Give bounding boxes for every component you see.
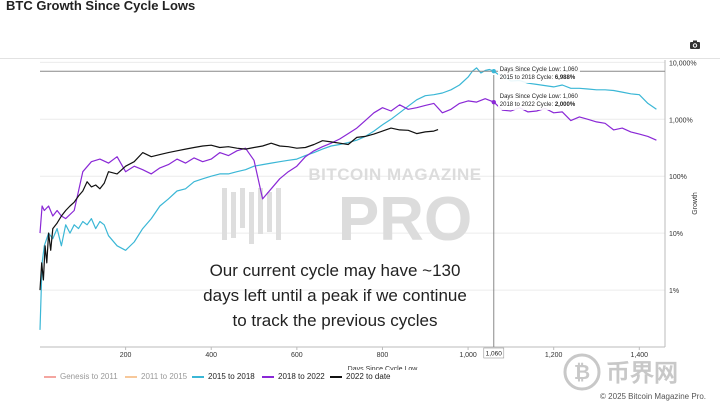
tooltip-value-line: 2018 to 2022 Cycle: 2,000% — [500, 101, 578, 109]
header-divider — [0, 58, 720, 59]
annotation-line: Our current cycle may have ~130 — [209, 261, 461, 280]
y-axis-label: Growth — [692, 192, 699, 215]
y-tick-label: 10% — [669, 231, 683, 238]
series-line-2015-to-2018 — [39, 67, 657, 330]
credit-text: © 2025 Bitcoin Magazine Pro. — [600, 392, 706, 401]
legend-swatch — [125, 375, 137, 378]
y-tick-label: 100% — [669, 174, 687, 181]
grid — [40, 61, 665, 291]
svg-text:币界网: 币界网 — [606, 359, 678, 387]
annotation-line: to track the previous cycles — [232, 311, 438, 330]
y-tick-label: 10,000% — [669, 60, 697, 67]
watermark-mark — [240, 188, 245, 228]
y-tick-label: 1,000% — [669, 117, 693, 124]
x-tick-label: 1,400 — [631, 352, 649, 359]
camera-icon[interactable] — [684, 36, 706, 54]
x-tick-label: 800 — [377, 352, 389, 359]
hover-point-2015 — [491, 69, 496, 74]
hover-point-2018 — [491, 99, 496, 105]
legend-label: 2015 to 2018 — [208, 372, 255, 381]
tooltip-value: 6,988% — [554, 75, 576, 82]
legend: Genesis to 2011 2011 to 2015 2015 to 201… — [0, 372, 720, 386]
svg-text:₿: ₿ — [574, 362, 590, 384]
watermark-mark — [267, 192, 272, 232]
x-tick-label: 200 — [120, 352, 132, 359]
x-tick-label: 600 — [291, 352, 303, 359]
legend-item-2011[interactable]: 2011 to 2015 — [125, 372, 187, 381]
legend-swatch — [44, 375, 56, 378]
legend-label: Genesis to 2011 — [60, 372, 118, 381]
page-title: BTC Growth Since Cycle Lows — [6, 0, 196, 13]
chart-header: BTC Growth Since Cycle Lows — [0, 0, 720, 24]
x-tick-label: 1,200 — [545, 352, 563, 359]
tooltip-2015-cycle: Days Since Cycle Low: 1,060 2015 to 2018… — [497, 65, 580, 84]
tooltip-days: Days Since Cycle Low: 1,060 — [499, 67, 578, 74]
tooltip-value: 2,000% — [554, 102, 576, 109]
x-tick-label: 1,000 — [459, 352, 477, 359]
tooltip-series: 2015 to 2018 Cycle: — [499, 75, 555, 82]
legend-label: 2022 to date — [346, 372, 391, 381]
tooltip-value-line: 2015 to 2018 Cycle: 6,988% — [500, 74, 578, 82]
watermark-top: BITCOIN MAGAZINE — [308, 165, 481, 184]
tooltip-days: Days Since Cycle Low: 1,060 — [499, 94, 578, 101]
legend-swatch — [330, 375, 342, 378]
y-tick-label: 1% — [669, 288, 679, 295]
axes: 1% 10% 100% 1,000% 10,000% 200 400 600 800 1,000 1… — [40, 60, 699, 370]
tooltip-2018-cycle: Days Since Cycle Low: 1,060 2018 to 2022… — [497, 92, 580, 111]
series-line-2022-to-date — [39, 127, 439, 291]
watermark-mark — [231, 192, 236, 238]
site-logo: ₿ 币界网 — [562, 352, 710, 392]
crosshair-x-label: 1,060 — [486, 351, 503, 358]
watermark-bottom: PRO — [338, 185, 472, 254]
watermark-mark — [258, 188, 263, 234]
legend-item-2022[interactable]: 2022 to date — [330, 372, 390, 381]
annotation-text: Our current cycle may have ~130 days lef… — [160, 258, 510, 333]
watermark-mark — [276, 188, 281, 240]
legend-label: 2018 to 2022 — [278, 372, 325, 381]
x-tick-label: 400 — [205, 352, 217, 359]
legend-item-2015[interactable]: 2015 to 2018 — [192, 372, 255, 381]
x-axis-label: Days Since Cycle Low — [348, 366, 419, 370]
legend-swatch — [262, 375, 274, 378]
legend-swatch — [192, 375, 204, 378]
crosshair-x-label-box — [483, 347, 505, 359]
legend-item-2018[interactable]: 2018 to 2022 — [262, 372, 325, 381]
tooltip-series: 2018 to 2022 Cycle: — [499, 102, 555, 109]
watermark-mark — [222, 188, 227, 240]
annotation-line: days left until a peak if we continue — [203, 286, 467, 305]
legend-item-genesis[interactable]: Genesis to 2011 — [44, 372, 118, 381]
watermark-mark — [249, 192, 254, 244]
legend-label: 2011 to 2015 — [141, 372, 188, 381]
